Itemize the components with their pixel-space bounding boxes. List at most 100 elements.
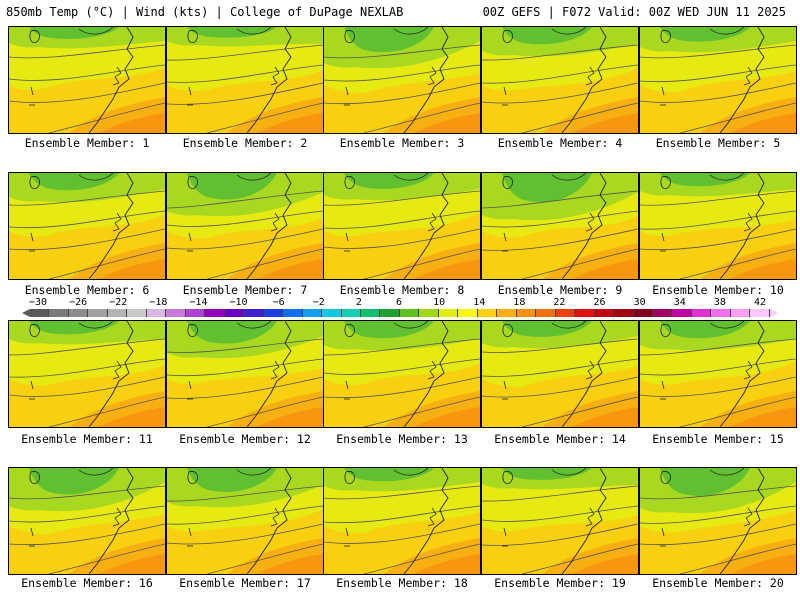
ensemble-member-panel: Ensemble Member: 19 [481,467,639,597]
colorbar-tick-label: 30 [633,297,646,308]
colorbar-cell [127,309,147,317]
member-caption: Ensemble Member: 4 [497,136,623,150]
temperature-map [8,172,166,280]
temperature-map [323,467,481,575]
ensemble-member-panel: Ensemble Member: 16 [8,467,166,597]
colorbar-cell [302,309,323,317]
colorbar-cell [672,309,692,317]
ensemble-member-panel: Ensemble Member: 3 [323,26,481,156]
colorbar-cell [205,309,225,317]
colorbar-cell [477,309,498,317]
temperature-map [323,26,481,134]
colorbar-cell [419,309,439,317]
colorbar-tick-label: −30 [28,297,48,308]
colorbar-cell [555,309,576,317]
colorbar-tick-label: 34 [673,297,686,308]
valid-time-label: 00Z GEFS | F072 Valid: 00Z WED JUN 11 20… [482,5,786,19]
ensemble-member-panel: Ensemble Member: 5 [639,26,797,156]
temperature-map [639,467,797,575]
colorbar-tick-label: 22 [553,297,566,308]
colorbar-cell [458,309,478,317]
member-caption: Ensemble Member: 16 [21,576,153,590]
temperature-map [166,320,324,428]
temperature-map [8,320,166,428]
colorbar-cell [185,309,206,317]
member-caption: Ensemble Member: 14 [494,432,626,446]
colorbar-cell [341,309,361,317]
member-caption: Ensemble Member: 15 [652,432,784,446]
colorbar-cell [283,309,303,317]
colorbar-cell [322,309,342,317]
colorbar-cell [399,309,420,317]
ensemble-member-panel: Ensemble Member: 6 [8,172,166,302]
member-caption: Ensemble Member: 9 [497,283,623,297]
colorbar-tick-label: 38 [713,297,726,308]
colorbar-tick-label: 18 [513,297,526,308]
colorbar-cell [711,309,731,317]
ensemble-member-panel: Ensemble Member: 14 [481,320,639,450]
colorbar-cell [30,309,50,317]
colorbar-tick-label: 6 [395,297,403,308]
colorbar-cell [146,309,167,317]
temperature-map [166,467,324,575]
member-caption: Ensemble Member: 6 [24,283,150,297]
ensemble-member-panel: Ensemble Member: 7 [166,172,324,302]
colorbar-cell [68,309,89,317]
colorbar-cell [360,309,381,317]
temperature-map [166,172,324,280]
colorbar-cell [594,309,615,317]
colorbar-cell [244,309,264,317]
ensemble-member-panel: Ensemble Member: 17 [166,467,324,597]
colorbar-cell [516,309,537,317]
temperature-map [481,467,639,575]
member-caption: Ensemble Member: 18 [336,576,468,590]
colorbar-cell [166,309,186,317]
temperature-map [166,26,324,134]
temperature-map [481,26,639,134]
member-caption: Ensemble Member: 7 [182,283,308,297]
colorbar-tick-label: −6 [272,297,285,308]
temperature-map [8,26,166,134]
colorbar-tick-label: −22 [109,297,128,308]
colorbar-tick-label: −18 [149,297,168,308]
colorbar-tick-label: −10 [229,297,248,308]
member-caption: Ensemble Member: 8 [339,283,465,297]
colorbar-tick-label: −2 [312,297,325,308]
colorbar-cell [750,309,770,317]
colorbar-strip [30,309,770,317]
colorbar: −30 −26 −22 −18 −14 −10 −6 −2 2 6 10 14 18 22 26 30 34 38… [0,296,800,320]
temperature-map [639,320,797,428]
ensemble-member-panel: Ensemble Member: 18 [323,467,481,597]
temperature-map [639,172,797,280]
colorbar-tick-label: −26 [69,297,88,308]
colorbar-cell [614,309,634,317]
page-title: 850mb Temp (°C) | Wind (kts) | College o… [6,5,404,19]
ensemble-member-panel: Ensemble Member: 20 [639,467,797,597]
ensemble-member-panel: Ensemble Member: 1 [8,26,166,156]
colorbar-cell [438,309,459,317]
ensemble-member-panel: Ensemble Member: 4 [481,26,639,156]
colorbar-cell [263,309,284,317]
colorbar-cell [107,309,128,317]
temperature-map [481,320,639,428]
member-caption: Ensemble Member: 13 [336,432,468,446]
colorbar-cell [633,309,653,317]
temperature-map [8,467,166,575]
member-caption: Ensemble Member: 19 [494,576,626,590]
member-caption: Ensemble Member: 17 [179,576,311,590]
member-caption: Ensemble Member: 20 [652,576,784,590]
member-caption: Ensemble Member: 3 [339,136,465,150]
temperature-map [323,320,481,428]
member-caption: Ensemble Member: 5 [655,136,781,150]
colorbar-tick-label: 42 [753,297,767,308]
temperature-map [639,26,797,134]
member-caption: Ensemble Member: 10 [652,283,784,297]
colorbar-tick-label: −14 [189,297,208,308]
member-caption: Ensemble Member: 12 [179,432,311,446]
colorbar-right-arrow [770,309,778,317]
ensemble-member-panel: Ensemble Member: 8 [323,172,481,302]
colorbar-cell [49,309,69,317]
colorbar-cell [224,309,245,317]
colorbar-tick-label: 10 [433,297,446,308]
temperature-map [481,172,639,280]
